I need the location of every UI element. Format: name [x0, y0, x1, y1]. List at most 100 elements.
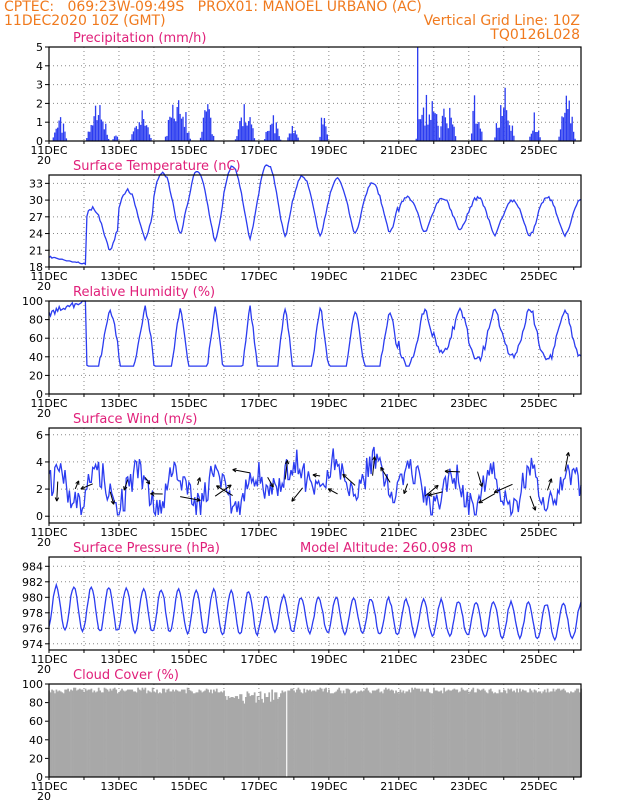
x-tick-label: 23DEC — [450, 397, 487, 410]
cloud-bar — [561, 689, 564, 777]
cloud-bar — [109, 688, 112, 777]
precip-bar — [435, 114, 438, 141]
precip-bar — [441, 115, 444, 141]
cloud-bar — [360, 690, 362, 777]
cloud-bar — [249, 696, 252, 777]
wind-arrow-shaft — [216, 485, 233, 497]
wind-arrow — [478, 493, 496, 504]
x-tick-label: 11DEC — [30, 397, 67, 410]
precip-bar — [243, 104, 245, 141]
cloud-bar — [275, 692, 278, 777]
precip-bar — [472, 110, 474, 141]
cloud-bar — [278, 697, 281, 777]
wind-arrow — [477, 471, 484, 487]
cloud-bar — [150, 692, 153, 777]
cloud-bar — [55, 689, 58, 777]
y-tick-label: 20 — [29, 752, 43, 765]
cloud-bar — [207, 689, 209, 777]
precip-bar — [94, 105, 97, 141]
cloud-bar — [395, 690, 397, 777]
cloud-bar — [84, 688, 87, 777]
precip-bar — [246, 125, 248, 141]
cloud-bar — [176, 690, 179, 777]
cloud-bar — [465, 690, 467, 777]
y-tick-label: 100 — [22, 295, 43, 308]
y-tick-label: 40 — [29, 351, 43, 364]
wind-arrow-shaft — [444, 470, 461, 473]
wind-arrow-head — [123, 486, 128, 491]
precip-bar — [140, 124, 142, 141]
precip-bar — [431, 101, 433, 141]
cloud-bar — [75, 690, 78, 777]
x-tick-label: 19DEC — [310, 780, 347, 793]
cloud-bar — [195, 692, 198, 777]
precip-bar — [65, 138, 68, 141]
cloud-bar — [287, 690, 290, 777]
precip-bar — [418, 119, 420, 141]
x-tick-label: 23DEC — [450, 144, 487, 157]
cloud-bar — [568, 693, 571, 777]
wind-arrow-head — [372, 456, 377, 461]
x-tick-label: 19DEC — [310, 397, 347, 410]
cloud-bar — [447, 689, 450, 777]
wind-arrow-head — [150, 491, 155, 496]
cloud-bar — [441, 693, 444, 777]
cloud-bar — [554, 691, 556, 777]
y-tick-label: 60 — [29, 715, 43, 728]
y-tick-label: 5 — [36, 41, 43, 54]
cloud-bar — [417, 688, 419, 777]
cloud-bar — [556, 688, 559, 777]
cloud-bar — [468, 693, 470, 777]
panel-title: Precipitation (mm/h) — [73, 31, 206, 46]
cloud-bar — [240, 694, 243, 777]
cloud-bar — [68, 691, 71, 777]
precip-bar — [137, 129, 139, 141]
precip-bar — [134, 127, 136, 141]
x-tick-label: 17DEC — [240, 780, 277, 793]
cloud-bar — [138, 689, 141, 777]
precip-bar — [113, 136, 116, 141]
cloud-bar — [320, 688, 323, 777]
precip-bar — [205, 111, 207, 141]
precip-bar — [479, 128, 482, 141]
y-tick-label: 60 — [29, 332, 43, 345]
cloud-bar — [258, 700, 260, 777]
wind-arrow-shaft — [428, 491, 443, 496]
cloud-bar — [180, 689, 183, 777]
cloud-bar — [444, 691, 447, 777]
panel-title: Relative Humidity (%) — [73, 285, 215, 300]
cloud-bar — [486, 693, 489, 777]
wind-arrow-head — [284, 460, 290, 465]
x-tick-label: 15DEC — [170, 526, 207, 539]
cloud-bar — [49, 692, 52, 777]
cloud-bar — [271, 689, 274, 777]
cloud-bar — [402, 690, 405, 777]
cloud-bar — [57, 691, 59, 777]
cloud-bar — [153, 691, 155, 777]
wind-arrow — [403, 483, 409, 495]
cloud-bar — [463, 690, 466, 777]
cloud-bar — [543, 689, 546, 777]
precip-bar — [503, 108, 505, 141]
precip-bar — [422, 107, 425, 141]
cloud-bar — [172, 689, 174, 777]
cloud-bar — [223, 690, 225, 777]
cloud-bar — [348, 689, 351, 777]
precip-bar — [437, 125, 439, 141]
wind-arrow-shaft — [477, 471, 483, 487]
cloud-bar — [304, 692, 307, 777]
cloud-bar — [145, 693, 148, 777]
wind-arrow — [372, 456, 377, 476]
precip-bar — [102, 121, 104, 141]
cloud-bar — [403, 693, 406, 777]
precip-bar — [570, 123, 572, 141]
precip-bar — [207, 104, 209, 141]
cloud-bar — [245, 697, 247, 777]
precip-bar — [498, 127, 500, 141]
cloud-bar — [400, 692, 403, 777]
cloud-bar — [507, 688, 510, 777]
cloud-bar — [141, 687, 144, 777]
precip-bar — [319, 136, 321, 141]
precip-bar — [62, 123, 65, 141]
precip-bar — [245, 122, 247, 141]
